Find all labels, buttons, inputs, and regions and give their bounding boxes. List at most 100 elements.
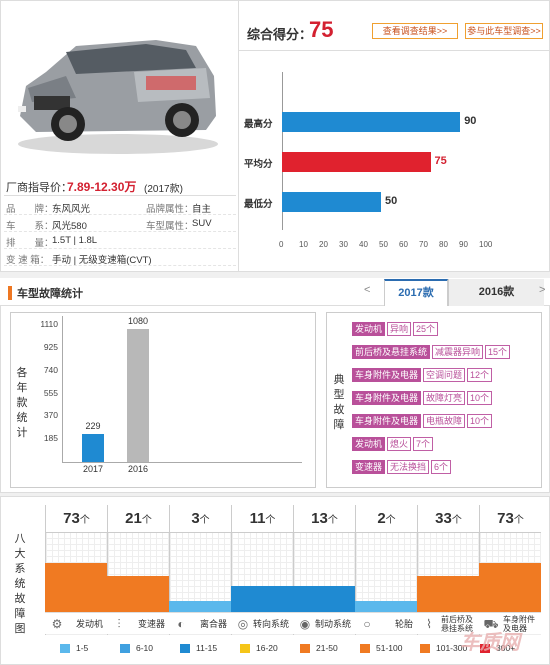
legend-swatch — [180, 644, 190, 654]
fault-count: 25个 — [413, 322, 439, 336]
spec-key: 品牌属性： — [146, 204, 194, 215]
fault-count: 10个 — [467, 414, 493, 428]
system-count: 73个 — [479, 505, 541, 533]
system-label[interactable]: ◎ 转向系统 — [231, 612, 293, 634]
fault-symptom: 异响 — [387, 322, 412, 336]
spec-key: 品 牌： — [6, 204, 54, 215]
view-results-button[interactable]: 查看调查结果>> — [372, 23, 458, 39]
system-label[interactable]: ⛟ 车身附件及电器 — [479, 612, 541, 634]
year-bar-label: 2016 — [127, 464, 149, 474]
spec-key: 排 量： — [6, 238, 54, 249]
spec-key: 变 速 箱： — [6, 255, 50, 266]
divider — [238, 0, 239, 272]
fault-category: 车身附件及电器 — [352, 391, 422, 405]
year-bar-value: 229 — [85, 420, 101, 431]
fault-symptom: 减震器异响 — [432, 345, 484, 359]
spec-row: 品 牌： 东风风光 品牌属性： 自主 — [4, 198, 236, 215]
system-count-unit: 个 — [327, 515, 338, 526]
spec-value: 1.5T | 1.8L — [52, 235, 98, 246]
price-label: 厂商指导价： — [6, 182, 72, 194]
system-count-value: 3 — [191, 510, 200, 527]
system-label[interactable]: ⚙ 发动机 — [45, 612, 107, 634]
prev-tab-button[interactable]: < — [364, 284, 371, 296]
system-faults-label: 八大系统故障图 — [14, 533, 26, 635]
system-label[interactable]: ⌇ 前后桥及悬挂系统 — [417, 612, 479, 634]
fault-category: 发动机 — [352, 322, 386, 336]
legend-label: 51-100 — [376, 643, 403, 653]
system-count-unit: 个 — [265, 515, 276, 526]
fault-row[interactable]: 变速器 无法换挡 6个 — [352, 460, 453, 474]
suspension-icon: ⌇ — [426, 617, 432, 631]
system-count-unit: 个 — [451, 515, 462, 526]
y-tick-label: 740 — [43, 364, 58, 375]
system-name: 发动机 — [75, 619, 103, 629]
system-label[interactable]: ◉ 制动系统 — [293, 612, 355, 634]
car-body-icon: ⛟ — [483, 617, 499, 631]
score-category-label: 平均分 — [244, 159, 273, 170]
fault-symptom: 空调问题 — [423, 368, 466, 382]
fault-row[interactable]: 发动机 熄火 7个 — [352, 437, 435, 451]
system-bar — [417, 576, 479, 612]
spec-row: 排 量： 1.5T | 1.8L — [4, 232, 236, 249]
legend-item: 1-5 — [60, 643, 89, 654]
car-photo — [6, 6, 228, 164]
typical-faults-label: 典型故障 — [333, 374, 345, 431]
legend-swatch — [300, 644, 310, 654]
legend-label: 300+ — [496, 643, 516, 653]
fault-category: 车身附件及电器 — [352, 368, 422, 382]
legend-label: 1-5 — [76, 643, 89, 653]
system-count-unit: 个 — [141, 515, 152, 526]
legend-item: 16-20 — [240, 643, 278, 654]
fault-symptom: 电瓶故障 — [423, 414, 466, 428]
system-count-value: 2 — [377, 510, 386, 527]
x-tick-label: 40 — [359, 240, 368, 249]
fault-category: 变速器 — [352, 460, 386, 474]
system-count-unit: 个 — [513, 515, 524, 526]
x-tick-label: 20 — [319, 240, 328, 249]
system-label[interactable]: ○ 轮胎 — [355, 612, 417, 634]
tab-2016[interactable]: 2016款 — [448, 279, 544, 306]
system-count-unit: 个 — [199, 515, 210, 526]
fault-count: 10个 — [467, 391, 493, 405]
legend-swatch — [120, 644, 130, 654]
system-bar — [169, 600, 231, 612]
system-bar — [231, 585, 293, 612]
legend-swatch — [60, 644, 70, 654]
legend-swatch — [360, 644, 370, 654]
x-tick-label: 50 — [379, 240, 388, 249]
spec-value: 手动 | 无级变速箱(CVT) — [52, 255, 152, 266]
system-bar — [355, 600, 417, 612]
fault-count: 7个 — [413, 437, 434, 451]
fault-symptom: 故障灯亮 — [423, 391, 466, 405]
fault-row[interactable]: 前后桥及悬挂系统 减震器异响 15个 — [352, 345, 512, 359]
score-category-label: 最低分 — [244, 199, 273, 210]
fault-row[interactable]: 车身附件及电器 电瓶故障 10个 — [352, 414, 494, 428]
system-count-value: 13 — [311, 510, 328, 527]
legend-label: 11-15 — [196, 643, 218, 653]
year-bar — [127, 328, 149, 462]
fault-category: 发动机 — [352, 437, 386, 451]
fault-row[interactable]: 车身附件及电器 空调问题 12个 — [352, 368, 494, 382]
clutch-icon: ◐ — [177, 617, 185, 631]
next-tab-button[interactable]: > — [539, 284, 546, 296]
year-bar — [82, 433, 104, 462]
fault-row[interactable]: 发动机 异响 25个 — [352, 322, 440, 336]
system-count-value: 33 — [435, 510, 452, 527]
system-label[interactable]: ◐ 离合器 — [169, 612, 231, 634]
fault-category: 车身附件及电器 — [352, 414, 422, 428]
legend-label: 16-20 — [256, 643, 278, 653]
system-name: 变速器 — [137, 619, 165, 629]
spec-key: 车型属性： — [146, 221, 194, 232]
y-axis — [282, 72, 283, 230]
year-chart-box — [10, 312, 316, 488]
score-bar — [282, 192, 381, 212]
x-tick-label: 10 — [299, 240, 308, 249]
join-survey-button[interactable]: 参与此车型调查>> — [465, 23, 543, 39]
system-label[interactable]: ⫶ 变速器 — [107, 612, 169, 634]
system-count: 11个 — [231, 505, 293, 533]
gear-lever-icon: ⫶ — [117, 617, 121, 631]
tire-icon: ○ — [363, 617, 371, 631]
fault-row[interactable]: 车身附件及电器 故障灯亮 10个 — [352, 391, 494, 405]
tab-2017[interactable]: 2017款 — [384, 279, 448, 306]
legend-swatch — [240, 644, 250, 654]
